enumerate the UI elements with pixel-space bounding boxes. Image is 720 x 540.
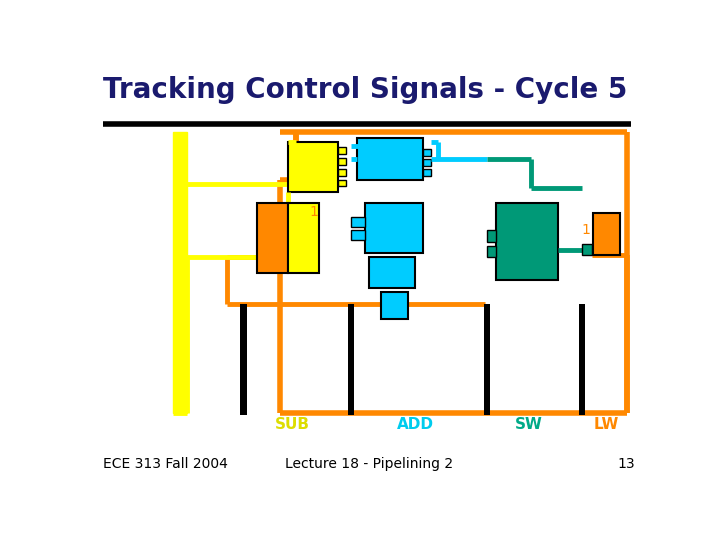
Text: SUB: SUB	[274, 417, 310, 433]
Bar	[365, 204, 423, 253]
Text: 1: 1	[582, 222, 590, 237]
Bar	[257, 204, 288, 273]
Bar	[582, 244, 592, 255]
Text: 1: 1	[310, 205, 318, 219]
Text: ADD: ADD	[397, 417, 433, 433]
Bar	[369, 257, 415, 288]
Bar	[423, 168, 431, 176]
Bar	[338, 147, 346, 154]
Bar	[579, 303, 585, 415]
Bar	[288, 142, 338, 192]
Text: Tracking Control Signals - Cycle 5: Tracking Control Signals - Cycle 5	[104, 76, 628, 104]
Bar	[338, 168, 346, 176]
Bar	[381, 292, 408, 319]
Bar	[288, 204, 319, 273]
Bar	[487, 246, 496, 257]
Bar	[496, 204, 558, 280]
Bar	[423, 159, 431, 166]
Text: ECE 313 Fall 2004: ECE 313 Fall 2004	[104, 457, 228, 471]
Bar	[351, 231, 365, 240]
Bar	[351, 217, 365, 226]
Bar	[487, 231, 496, 242]
Bar	[593, 213, 620, 255]
Bar	[240, 303, 246, 415]
Bar	[338, 179, 346, 186]
Text: Lecture 18 - Pipelining 2: Lecture 18 - Pipelining 2	[285, 457, 453, 471]
Text: 13: 13	[617, 457, 634, 471]
Bar	[423, 148, 431, 156]
Bar	[173, 132, 186, 413]
Text: SW: SW	[516, 417, 543, 433]
Bar	[338, 158, 346, 165]
Text: LW: LW	[593, 417, 619, 433]
Bar	[348, 303, 354, 415]
Bar	[357, 138, 423, 180]
Bar	[484, 303, 490, 415]
